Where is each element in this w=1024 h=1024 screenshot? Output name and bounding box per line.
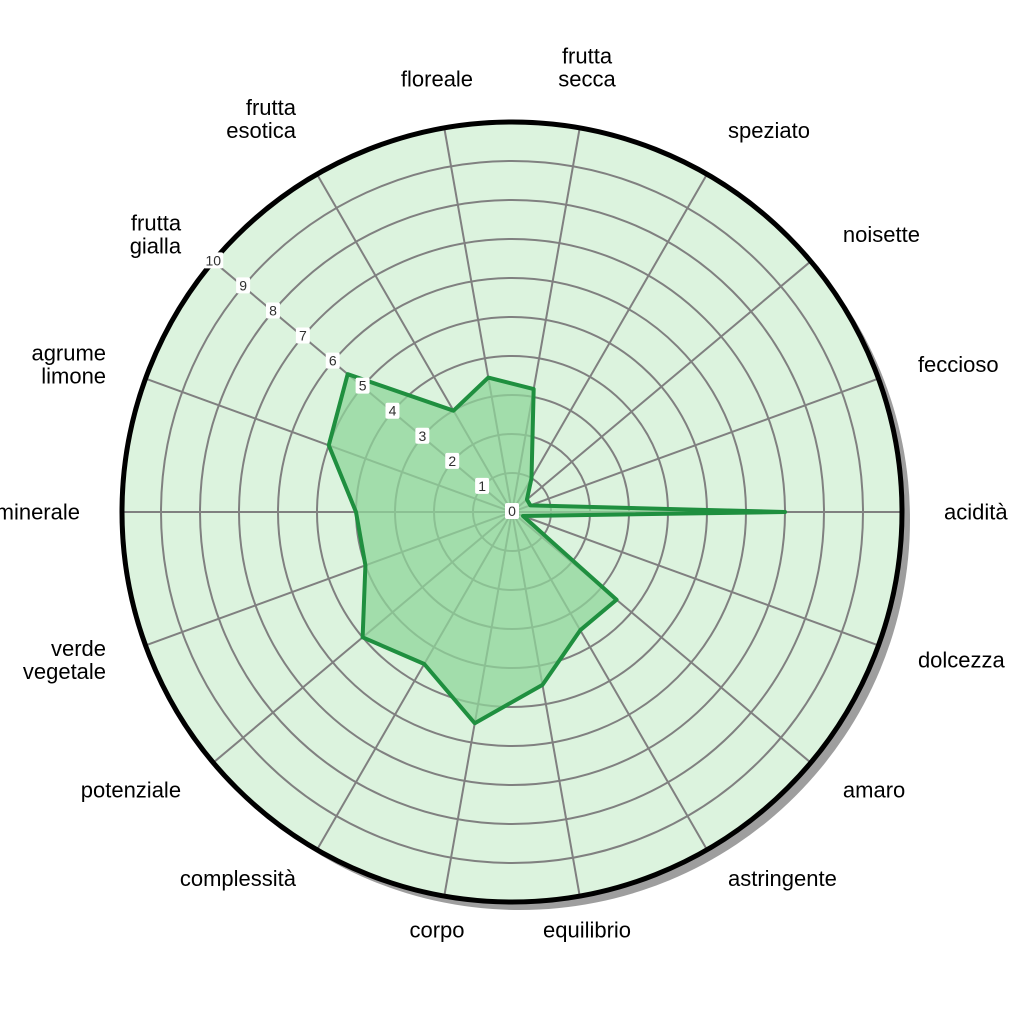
- tick-label: 7: [299, 328, 307, 344]
- category-label: amaro: [843, 777, 905, 802]
- tick-label: 6: [329, 353, 337, 369]
- category-label: fruttagialla: [130, 210, 182, 258]
- category-label: equilibrio: [543, 917, 631, 942]
- category-label: astringente: [728, 866, 837, 891]
- category-label: fruttaesotica: [226, 95, 296, 143]
- category-label: floreale: [401, 67, 473, 92]
- category-label: corpo: [409, 917, 464, 942]
- category-label: verdevegetale: [23, 636, 106, 684]
- category-label: agrumelimone: [31, 340, 106, 388]
- tick-label: 2: [448, 453, 456, 469]
- radar-chart: 0 1 2 3 4 5 6 7 8 9 10 fruttasecca speziato noisette f…: [0, 0, 1024, 1024]
- category-label: noisette: [843, 222, 920, 247]
- category-label: speziato: [728, 118, 810, 143]
- category-label: fruttasecca: [558, 43, 616, 91]
- category-label: minerale: [0, 500, 80, 525]
- tick-label: 10: [205, 252, 221, 268]
- category-label: potenziale: [81, 777, 181, 802]
- tick-label: 3: [418, 428, 426, 444]
- tick-label: 5: [359, 378, 367, 394]
- tick-label: 0: [508, 503, 516, 519]
- category-label: complessità: [180, 866, 297, 891]
- category-label: acidità: [944, 500, 1008, 525]
- category-label: feccioso: [918, 352, 999, 377]
- tick-label: 4: [389, 403, 397, 419]
- category-label: dolcezza: [918, 647, 1006, 672]
- tick-label: 1: [478, 478, 486, 494]
- tick-label: 9: [239, 277, 247, 293]
- tick-label: 8: [269, 302, 277, 318]
